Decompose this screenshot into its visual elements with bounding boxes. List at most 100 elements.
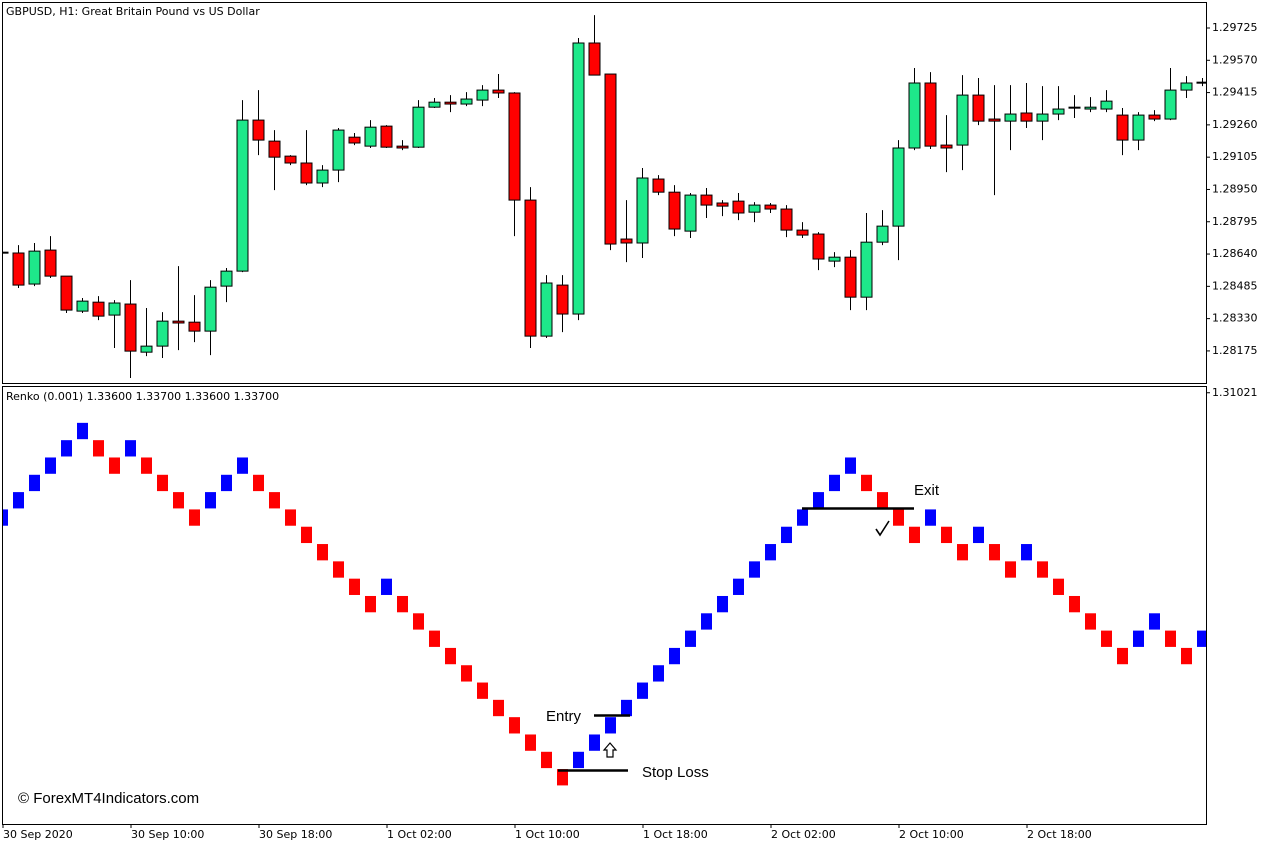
candle-body (60, 275, 73, 311)
renko-brick (1149, 613, 1160, 630)
renko-brick (1197, 630, 1206, 647)
candle-body (844, 256, 857, 298)
candle-body (188, 321, 201, 332)
renko-brick (1053, 578, 1064, 595)
candle-body (3, 251, 9, 254)
chart-title: GBPUSD, H1: Great Britain Pound vs US Do… (6, 5, 260, 18)
candle-body (332, 129, 345, 171)
y-tick-label: 1.29105 (1212, 150, 1258, 163)
renko-brick (701, 613, 712, 630)
renko-brick (941, 526, 952, 544)
renko-brick (349, 578, 360, 595)
candle-body (28, 250, 41, 285)
candle-body (748, 204, 761, 213)
x-tick-label: 2 Oct 18:00 (1027, 828, 1092, 841)
renko-brick (3, 509, 8, 526)
renko-brick (445, 647, 456, 665)
candle-body (524, 199, 537, 337)
candle-body (364, 126, 377, 147)
x-tick-label: 2 Oct 10:00 (899, 828, 964, 841)
candle-body (1068, 106, 1081, 109)
renko-brick (733, 578, 744, 595)
candle-body (780, 208, 793, 231)
candle-body (684, 194, 697, 232)
candle-body (348, 136, 361, 144)
y-tick-label: 1.28485 (1212, 279, 1258, 292)
candle-body (620, 238, 633, 244)
y-tick-label: 1.29415 (1212, 86, 1258, 99)
candle-body (460, 98, 473, 105)
x-tick-label: 1 Oct 10:00 (515, 828, 580, 841)
renko-brick (589, 734, 600, 751)
candle-body (876, 225, 889, 243)
renko-brick (669, 647, 680, 665)
candle-body (572, 42, 585, 315)
renko-brick (877, 492, 888, 509)
candle-body (76, 300, 89, 312)
renko-brick (765, 544, 776, 561)
candle-body (972, 94, 985, 122)
candle-body (268, 140, 281, 158)
renko-brick (333, 561, 344, 578)
candle-body (428, 101, 441, 108)
y-tick-label: 1.28175 (1212, 344, 1258, 357)
renko-brick (861, 474, 872, 492)
renko-brick (205, 492, 216, 509)
renko-brick (1181, 647, 1192, 665)
x-tick-label: 30 Sep 10:00 (131, 828, 204, 841)
candle-body (764, 204, 777, 210)
candle-body (172, 320, 185, 324)
candle-body (236, 119, 249, 272)
candle-body (732, 200, 745, 214)
candle-body (908, 82, 921, 149)
candles (3, 15, 1206, 378)
x-tick-label: 1 Oct 18:00 (643, 828, 708, 841)
candle-body (1196, 81, 1206, 84)
candle-body (1036, 113, 1049, 122)
candle-body (444, 101, 457, 105)
candle-body (124, 303, 137, 352)
candle-body (140, 345, 153, 353)
renko-brick (397, 595, 408, 613)
renko-brick (973, 526, 984, 544)
renko-brick (29, 474, 40, 492)
candle-body (12, 252, 25, 286)
candle-body (476, 89, 489, 101)
candle-body (700, 194, 713, 206)
y-tick-label: 1.29260 (1212, 118, 1258, 131)
renko-brick (1165, 630, 1176, 647)
candle-body (508, 92, 521, 201)
renko-brick (1117, 647, 1128, 665)
renko-brick (1005, 561, 1016, 578)
x-tick-label: 30 Sep 2020 (3, 828, 73, 841)
candle-body (316, 169, 329, 184)
renko-brick (365, 595, 376, 613)
renko-brick (77, 422, 88, 440)
y-tick-label: 1.29725 (1212, 21, 1258, 34)
renko-brick (893, 509, 904, 526)
renko-brick (493, 699, 504, 717)
renko-brick (1101, 630, 1112, 647)
renko-brick (253, 474, 264, 492)
renko-brick (13, 492, 24, 509)
candle-body (860, 241, 873, 298)
renko-brick (301, 526, 312, 544)
annotation: Exit (914, 482, 940, 499)
renko-brick (1021, 544, 1032, 561)
candle-body (1180, 82, 1193, 91)
candle-body (1084, 106, 1097, 110)
candle-body (284, 155, 297, 164)
candle-body (588, 42, 601, 76)
candle-body (892, 147, 905, 227)
renko-brick (541, 751, 552, 769)
renko-brick (653, 665, 664, 682)
renko-brick (621, 699, 632, 717)
candle-body (812, 233, 825, 260)
y-tick-label: 1.28950 (1212, 182, 1258, 195)
candle-body (412, 106, 425, 148)
renko-brick (525, 734, 536, 751)
renko-brick (61, 440, 72, 457)
candle-body (940, 144, 953, 149)
renko-brick (1085, 613, 1096, 630)
renko-brick (109, 457, 120, 474)
